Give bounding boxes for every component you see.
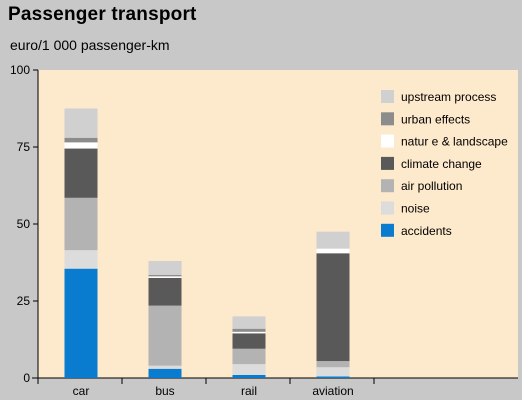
x-tick-label: rail <box>241 384 257 398</box>
bar-segment-accidents <box>316 376 350 378</box>
y-tick-label: 0 <box>23 371 30 385</box>
y-tick-label: 100 <box>10 63 30 77</box>
chart-subtitle: euro/1 000 passenger-km <box>10 37 170 53</box>
bar-segment-air-pollution <box>64 197 98 251</box>
bar-segment-urban-effects <box>148 274 182 277</box>
legend-swatch <box>381 201 394 215</box>
bar-segment-climate-change <box>316 253 350 362</box>
bar-segment-air-pollution <box>232 348 266 365</box>
legend-label: noise <box>401 202 430 216</box>
bar-segment-upstream-process <box>64 108 98 138</box>
bar-segment-climate-change <box>232 333 266 349</box>
x-tick-label: bus <box>155 384 174 398</box>
legend-label: climate change <box>401 157 482 171</box>
legend-swatch <box>381 179 394 193</box>
bar-segment-accidents <box>148 368 182 378</box>
x-tick-label: aviation <box>312 384 353 398</box>
bar-segment-natur-e-landscape <box>148 276 182 278</box>
chart-title: Passenger transport <box>8 4 197 25</box>
bar-segment-upstream-process <box>316 231 350 249</box>
y-tick-label: 25 <box>17 294 31 308</box>
bar-segment-noise <box>64 250 98 269</box>
bar-segment-upstream-process <box>232 316 266 329</box>
y-tick-label: 75 <box>17 140 31 154</box>
bar-segment-urban-effects <box>232 328 266 332</box>
bar-segment-natur-e-landscape <box>316 248 350 254</box>
bar-segment-upstream-process <box>148 260 182 275</box>
bar-segment-noise <box>232 364 266 375</box>
legend-swatch <box>381 223 394 237</box>
x-tick-label: car <box>73 384 90 398</box>
plot-area <box>38 70 518 378</box>
bar-segment-noise <box>148 365 182 369</box>
y-tick-label: 50 <box>17 217 31 231</box>
legend-label: air pollution <box>401 179 462 193</box>
legend-swatch <box>381 134 394 148</box>
legend-swatch <box>381 112 394 126</box>
bar-segment-air-pollution <box>148 305 182 366</box>
legend-label: natur e & landscape <box>401 135 508 149</box>
bar-segment-climate-change <box>148 277 182 306</box>
bar-segment-urban-effects <box>64 137 98 143</box>
bar-segment-accidents <box>232 374 266 378</box>
legend-label: urban effects <box>401 112 470 126</box>
bar-segment-natur-e-landscape <box>232 331 266 334</box>
bar-segment-air-pollution <box>316 361 350 368</box>
legend-swatch <box>381 90 394 103</box>
bar-segment-noise <box>316 367 350 377</box>
legend-label: accidents <box>401 224 452 238</box>
bar-segment-climate-change <box>64 148 98 198</box>
bar-segment-natur-e-landscape <box>64 142 98 149</box>
bar-segment-accidents <box>64 268 98 378</box>
legend-label: upstream process <box>401 90 496 104</box>
legend-swatch <box>381 156 394 170</box>
